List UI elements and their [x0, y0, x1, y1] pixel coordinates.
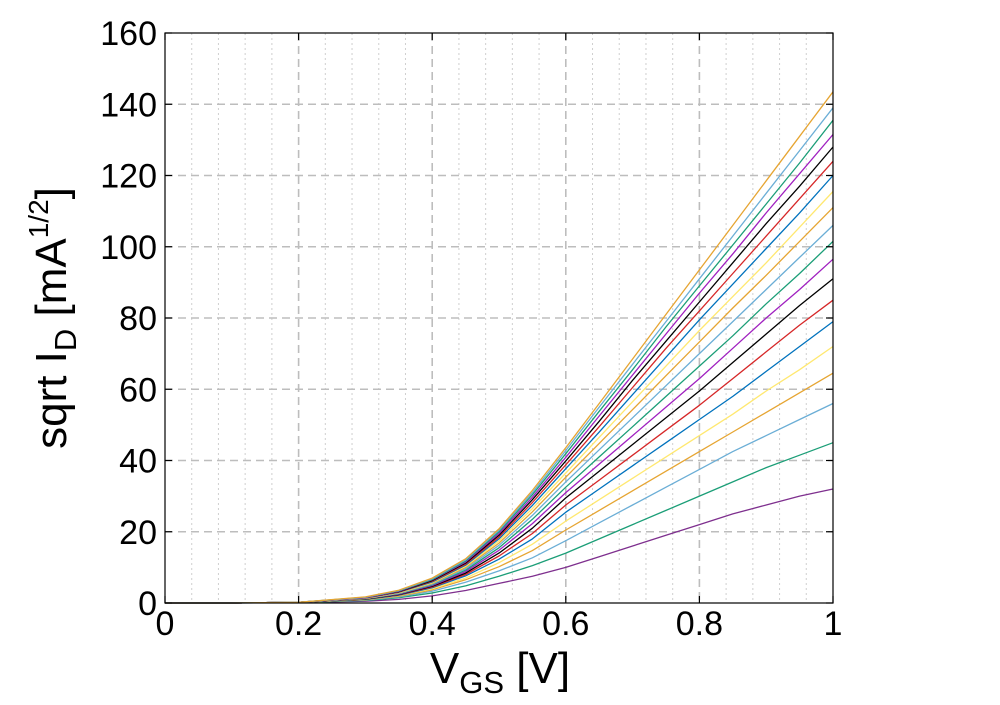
series-lines — [165, 91, 834, 604]
minor-grid — [191, 33, 807, 603]
y-axis-title-mid: [mA — [27, 238, 76, 329]
x-axis-title: VGS [V] — [430, 644, 570, 700]
axis-ticks — [164, 32, 834, 604]
y-axis-title-sup: 1/2 — [23, 199, 54, 238]
y-tick-label: 100 — [100, 229, 157, 267]
x-tick-label: 0.8 — [676, 605, 723, 643]
y-axis-title: sqrt ID [mA1/2] — [23, 187, 83, 449]
y-tick-label: 80 — [119, 300, 157, 338]
y-tick-label: 20 — [119, 514, 157, 552]
y-axis-title-pre: sqrt I — [27, 351, 76, 449]
y-tick-label: 140 — [100, 86, 157, 124]
series-line-20 — [165, 91, 834, 604]
x-tick-labels: 0 0.2 0.4 0.6 0.8 1 — [156, 605, 843, 643]
y-tick-label: 0 — [138, 585, 157, 623]
x-tick-label: 0.2 — [275, 605, 322, 643]
x-axis-title-unit: [V] — [504, 644, 570, 693]
y-tick-label: 40 — [119, 443, 157, 481]
x-tick-label: 1 — [824, 605, 843, 643]
x-axis-title-sub: GS — [459, 665, 504, 700]
y-tick-labels: 0 20 40 60 80 100 120 140 160 — [100, 15, 157, 623]
x-tick-label: 0.6 — [542, 605, 589, 643]
major-grid — [165, 33, 833, 603]
y-tick-label: 160 — [100, 15, 157, 53]
y-axis-title-post: ] — [27, 187, 76, 199]
y-tick-label: 60 — [119, 371, 157, 409]
x-axis-title-base: V — [430, 644, 460, 693]
x-tick-label: 0 — [156, 605, 175, 643]
y-tick-label: 120 — [100, 158, 157, 196]
y-axis-title-sub: D — [48, 329, 83, 351]
x-tick-label: 0.4 — [409, 605, 456, 643]
